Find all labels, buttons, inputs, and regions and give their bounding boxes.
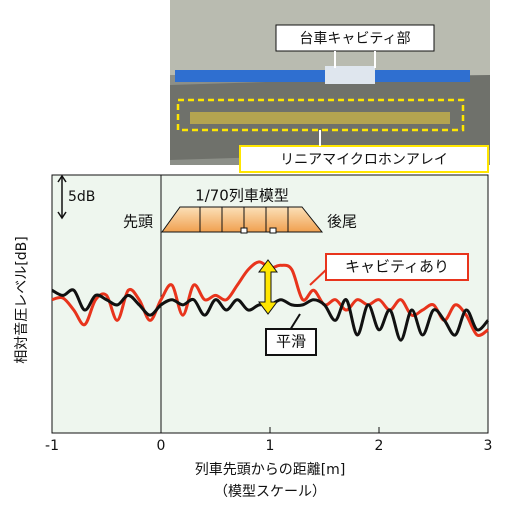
legend-label: 平滑 — [276, 333, 306, 351]
legend-label: キャビティあり — [345, 258, 449, 276]
difference-arrow — [258, 259, 278, 315]
photo-label: リニアマイクロホンアレイ — [280, 152, 448, 168]
tail-label: 後尾 — [327, 213, 357, 231]
x-axis-sublabel: （模型スケール） — [214, 484, 326, 500]
model-label: 1/70列車模型 — [195, 187, 289, 205]
head-label: 先頭 — [123, 213, 153, 231]
photo-label: 台車キャビティ部 — [299, 30, 410, 47]
train-model — [161, 206, 324, 234]
x-tick-label: 0 — [157, 438, 166, 454]
x-tick-label: -1 — [45, 438, 59, 454]
y-axis-label: 相対音圧レベル[dB] — [13, 236, 30, 363]
callout-line — [289, 313, 301, 331]
callout-box — [325, 253, 469, 281]
x-axis-label: 列車先頭からの距離[m] — [195, 461, 346, 478]
scale-arrow — [57, 174, 67, 220]
x-tick-label: 3 — [484, 438, 493, 454]
photo: 台車キャビティ部 リニアマイクロホンアレイ — [170, 0, 490, 173]
x-tick-label: 2 — [375, 438, 384, 454]
x-tick-label: 1 — [266, 438, 275, 454]
scale-bar-label: 5dB — [68, 189, 95, 205]
callout-box — [265, 328, 317, 356]
